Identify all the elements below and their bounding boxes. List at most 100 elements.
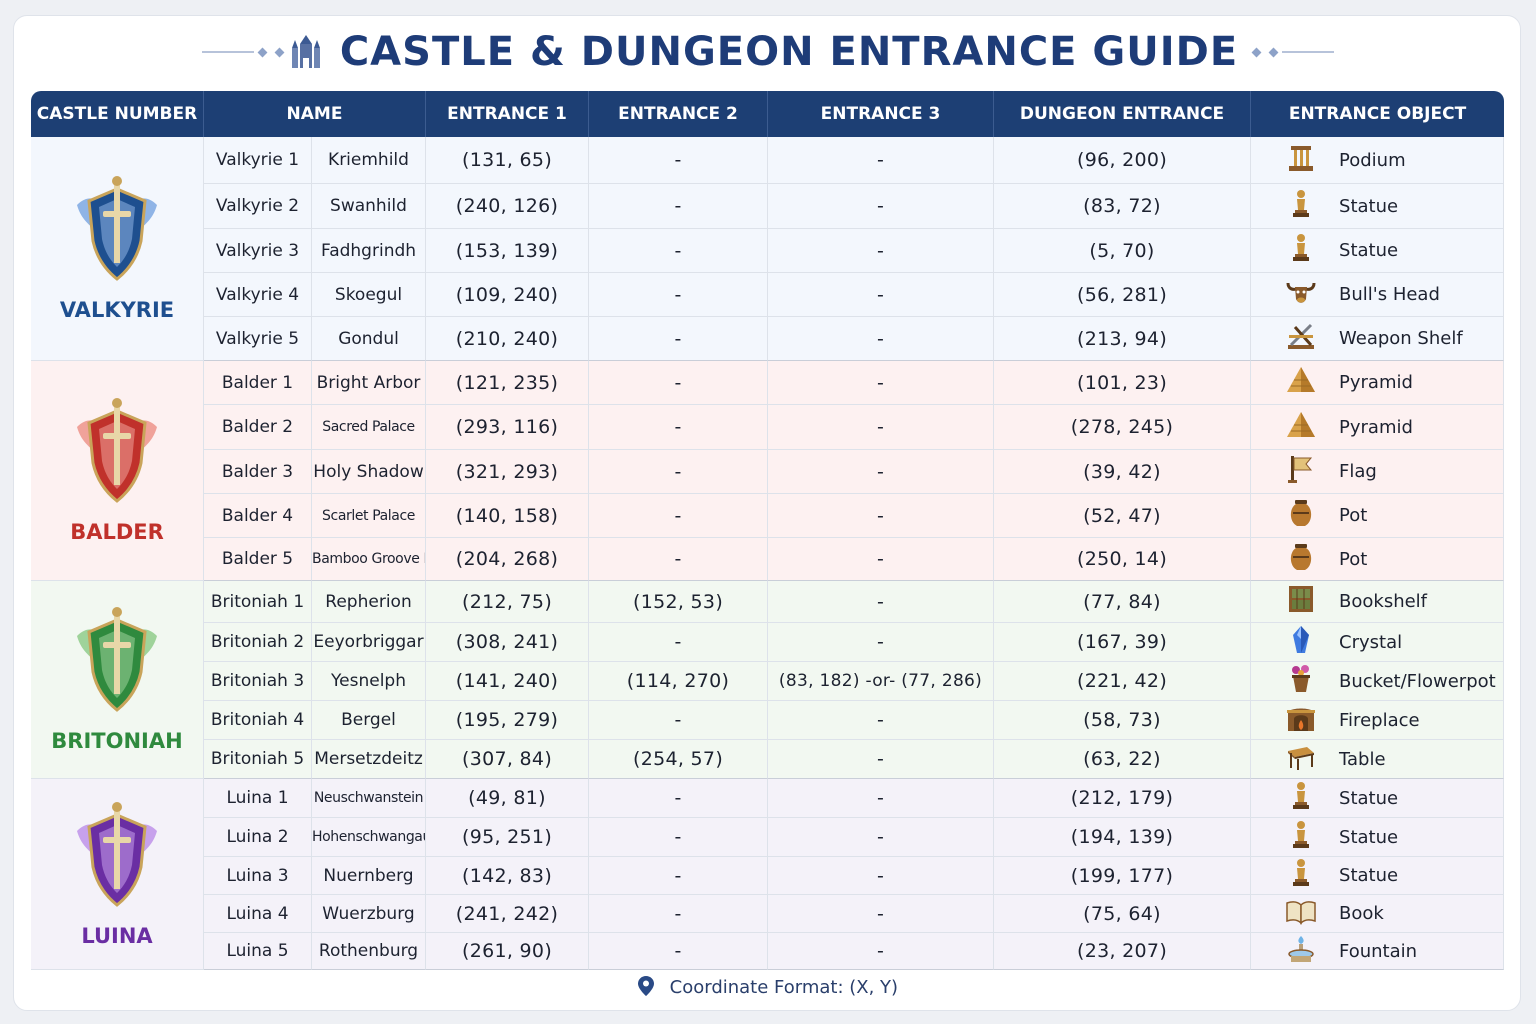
- dungeon-entrance-cell: (58, 73): [994, 701, 1252, 740]
- entrance-object: Statue: [1251, 781, 1503, 816]
- dungeon-entrance-cell: (5, 70): [994, 229, 1252, 273]
- valkyrie-emblem-icon: [69, 175, 165, 290]
- table-row: LUINA Luina 1 Neuschwanstein (49, 81) - - (212…: [31, 779, 1505, 970]
- entrance-3-cell: -: [768, 317, 995, 361]
- castle-name-cell: Mersetzdeitz: [312, 740, 427, 779]
- entrance-object-cell: Book: [1251, 895, 1505, 933]
- title-ornament-left: [201, 47, 288, 57]
- faction-label: VALKYRIE: [59, 298, 175, 322]
- entrance-object: Fireplace: [1251, 703, 1503, 738]
- entrance-1-cell: (204, 268): [426, 538, 590, 581]
- entrance-object: Statue: [1251, 233, 1503, 268]
- entrance-object-cell: Pyramid: [1251, 405, 1505, 450]
- faction-box: BRITONIAH: [31, 606, 203, 753]
- entrance-object-label: Fireplace: [1339, 709, 1420, 731]
- entrance-3-cell: -: [768, 494, 995, 538]
- faction-label: BALDER: [70, 520, 164, 544]
- entrance-object: Statue: [1251, 858, 1503, 893]
- flag-icon: [1285, 454, 1317, 489]
- pot-icon: [1285, 498, 1317, 533]
- entrance-1-cell: (240, 126): [426, 184, 590, 229]
- entrance-object-cell: Table: [1251, 740, 1505, 779]
- table-row: Valkyrie 5 Gondul (210, 240) - - (213, 94) Wea…: [31, 317, 1505, 361]
- entrance-3-cell: -: [768, 933, 995, 970]
- table-row: VALKYRIE Valkyrie 1 Kriemhild (131, 65) - - (9…: [31, 137, 1505, 361]
- entrance-1-cell: (308, 241): [426, 623, 590, 662]
- castle-name-cell: Hohenschwangau: [312, 818, 427, 857]
- dungeon-entrance-cell: (83, 72): [994, 184, 1252, 229]
- castle-name-cell: Repherion: [312, 581, 427, 623]
- entrance-3-cell: -: [768, 581, 995, 623]
- entrance-object-cell: Fireplace: [1251, 701, 1505, 740]
- faction-cell: LUINA: [31, 779, 204, 970]
- entrance-3-cell: -: [768, 229, 995, 273]
- castle-name-cell: Rothenburg: [312, 933, 427, 970]
- dungeon-entrance-cell: (199, 177): [994, 857, 1252, 895]
- entrance-2-cell: -: [589, 623, 769, 662]
- faction-box: LUINA: [31, 801, 203, 948]
- entrance-object-label: Table: [1339, 748, 1386, 770]
- table-icon: [1285, 742, 1317, 777]
- entrance-1-cell: (307, 84): [426, 740, 590, 779]
- entrance-3-cell: -: [768, 818, 995, 857]
- entrance-2-cell: -: [589, 273, 769, 317]
- castle-name-cell: Wuerzburg: [312, 895, 427, 933]
- entrance-object-cell: Fountain: [1251, 933, 1505, 970]
- entrance-2-cell: -: [589, 779, 769, 818]
- entrance-object: Pot: [1251, 542, 1503, 577]
- castle-name-cell: Sacred Palace: [312, 405, 427, 450]
- podium-icon: [1285, 143, 1317, 178]
- statue-icon: [1285, 820, 1317, 855]
- weapon-shelf-icon: [1285, 321, 1317, 356]
- entrance-3-cell: -: [768, 137, 995, 184]
- entrance-1-cell: (210, 240): [426, 317, 590, 361]
- dungeon-entrance-cell: (23, 207): [994, 933, 1252, 970]
- entrance-2-cell: -: [589, 933, 769, 970]
- entrance-object-cell: Statue: [1251, 184, 1505, 229]
- entrance-3-cell: -: [768, 740, 995, 779]
- dungeon-entrance-cell: (213, 94): [994, 317, 1252, 361]
- entrance-object-cell: Pot: [1251, 538, 1505, 581]
- entrance-3-cell: -: [768, 184, 995, 229]
- table-row: Valkyrie 3 Fadhgrindh (153, 139) - - (5, 70) S…: [31, 229, 1505, 273]
- entrance-3-cell: (83, 182) -or- (77, 286): [768, 662, 995, 701]
- table-row: Valkyrie 4 Skoegul (109, 240) - - (56, 281) Bu…: [31, 273, 1505, 317]
- entrance-object-cell: Pot: [1251, 494, 1505, 538]
- table-row: Britoniah 3 Yesnelph (141, 240) (114, 270)(…: [31, 662, 1505, 701]
- table-row: Balder 4 Scarlet Palace (140, 158) - - (52, 4…: [31, 494, 1505, 538]
- faction-label: LUINA: [81, 923, 153, 948]
- castle-name-cell: Scarlet Palace: [312, 494, 427, 538]
- header-entrance-object: ENTRANCE OBJECT: [1251, 91, 1505, 137]
- castle-name-cell: Bright Arbor: [312, 361, 427, 405]
- header-entrance-2: ENTRANCE 2: [589, 91, 769, 137]
- table-row: Balder 2 Sacred Palace (293, 116) - - (278, 2…: [31, 405, 1505, 450]
- entrance-2-cell: -: [589, 229, 769, 273]
- entrance-object: Table: [1251, 742, 1503, 777]
- entrance-object-label: Statue: [1339, 240, 1399, 261]
- entrance-object-label: Pyramid: [1339, 416, 1413, 438]
- entrance-object: Bucket/Flowerpot: [1251, 664, 1503, 699]
- castle-name-cell: Nuernberg: [312, 857, 427, 895]
- castle-name-cell: Kriemhild: [312, 137, 427, 184]
- crystal-icon: [1285, 625, 1317, 660]
- castle-number-cell: Britoniah 5: [204, 740, 312, 779]
- entrance-object-cell: Statue: [1251, 779, 1505, 818]
- dungeon-entrance-cell: (167, 39): [994, 623, 1252, 662]
- entrance-object-label: Statue: [1339, 787, 1399, 809]
- entrance-object-label: Podium: [1339, 149, 1406, 171]
- entrance-object: Bookshelf: [1251, 584, 1503, 619]
- bookshelf-icon: [1285, 584, 1317, 619]
- castle-number-cell: Britoniah 1: [204, 581, 312, 623]
- header-name: NAME: [204, 91, 427, 137]
- entrance-2-cell: -: [589, 895, 769, 933]
- entrance-object-label: Statue: [1339, 195, 1399, 217]
- table-row: Britoniah 5 Mersetzdeitz (307, 84) (254, 57…: [31, 740, 1505, 779]
- entrance-2-cell: (152, 53): [589, 581, 769, 623]
- entrance-object: Statue: [1251, 820, 1503, 855]
- castle-number-cell: Balder 1: [204, 361, 312, 405]
- table-row: Britoniah 4 Bergel (195, 279) - - (58, 73) Fir…: [31, 701, 1505, 740]
- entrance-object-label: Pot: [1339, 548, 1368, 570]
- entrance-1-cell: (121, 235): [426, 361, 590, 405]
- page-title: CASTLE & DUNGEON ENTRANCE GUIDE: [339, 29, 1239, 75]
- table-row: BRITONIAH Britoniah 1 Repherion (212, 75) (1…: [31, 581, 1505, 779]
